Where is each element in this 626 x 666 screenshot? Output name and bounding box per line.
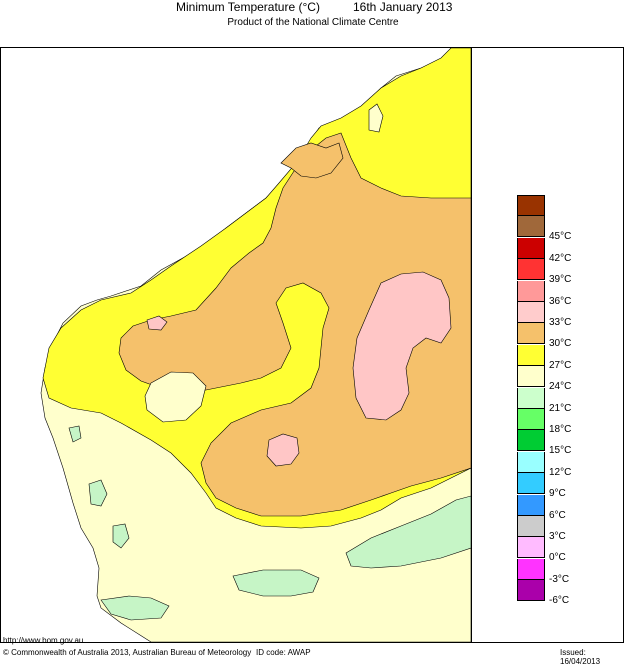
region-21-24-north [368, 103, 384, 133]
legend-swatch [517, 473, 545, 495]
legend-label: -3°C [549, 573, 570, 585]
legend-label: 30°C [549, 338, 572, 350]
region-18-21-coast [88, 479, 108, 507]
legend-label: 9°C [549, 488, 566, 500]
legend-swatch [517, 302, 545, 323]
legend-label: 33°C [549, 317, 572, 328]
map-title: Minimum Temperature (°C) [176, 0, 320, 14]
region-27-30 [118, 132, 471, 517]
legend-swatch [517, 259, 545, 281]
legend-swatch [517, 280, 545, 302]
region-18-21-coast2 [112, 523, 130, 549]
footer-issued: Issued: 16/04/2013 [560, 648, 601, 666]
region-30-33-west [146, 315, 168, 331]
region-18-21-south [232, 569, 320, 597]
region-21-24-pocket [144, 371, 207, 423]
legend-label: -6°C [549, 595, 570, 607]
legend-label: 45°C [549, 231, 572, 243]
region-30-33-east [352, 271, 452, 421]
legend-swatch [517, 494, 545, 516]
legend-label: 18°C [549, 424, 572, 435]
legend-swatch [517, 237, 545, 259]
legend-label: 15°C [549, 445, 572, 457]
frame-divider [471, 47, 472, 643]
legend-label: 39°C [549, 274, 572, 286]
map-subtitle: Product of the National Climate Centre [227, 17, 399, 28]
legend-swatch [517, 195, 545, 216]
legend-label: 21°C [549, 402, 572, 414]
legend-swatch [517, 323, 545, 345]
title-row: Minimum Temperature (°C) 16th January 20… [0, 0, 626, 16]
region-18-21-southeast [345, 495, 471, 569]
legend-swatch [517, 387, 545, 409]
map-frame [0, 47, 624, 643]
legend-label: 6°C [549, 509, 566, 521]
legend-swatch [517, 451, 545, 473]
legend-swatch [517, 344, 545, 366]
legend-label: 36°C [549, 295, 572, 307]
legend-swatch [517, 537, 545, 559]
legend-label: 24°C [549, 381, 572, 393]
region-18-21-southwest [100, 595, 170, 621]
temperature-map [40, 48, 471, 642]
legend-swatch [517, 580, 545, 602]
legend-label: 3°C [549, 531, 566, 542]
region-18-21-coast3 [68, 425, 82, 443]
footer-id-code: ID code: AWAP [256, 648, 311, 657]
region-27-30-north [280, 142, 344, 179]
footer-copyright: © Commonwealth of Australia 2013, Austra… [3, 648, 252, 657]
legend-label: 42°C [549, 252, 572, 264]
legend-swatch [517, 558, 545, 580]
region-30-33-center [266, 433, 300, 467]
legend-swatch [517, 430, 545, 452]
legend-swatch [517, 216, 545, 238]
legend-swatch [517, 516, 545, 537]
map-date: 16th January 2013 [353, 0, 453, 14]
legend-swatch [517, 366, 545, 388]
footer-url[interactable]: http://www.bom.gov.au [3, 636, 84, 645]
legend-swatch [517, 409, 545, 430]
legend-label: 27°C [549, 359, 572, 371]
legend-label: 0°C [549, 552, 566, 564]
legend-label: 12°C [549, 466, 572, 478]
